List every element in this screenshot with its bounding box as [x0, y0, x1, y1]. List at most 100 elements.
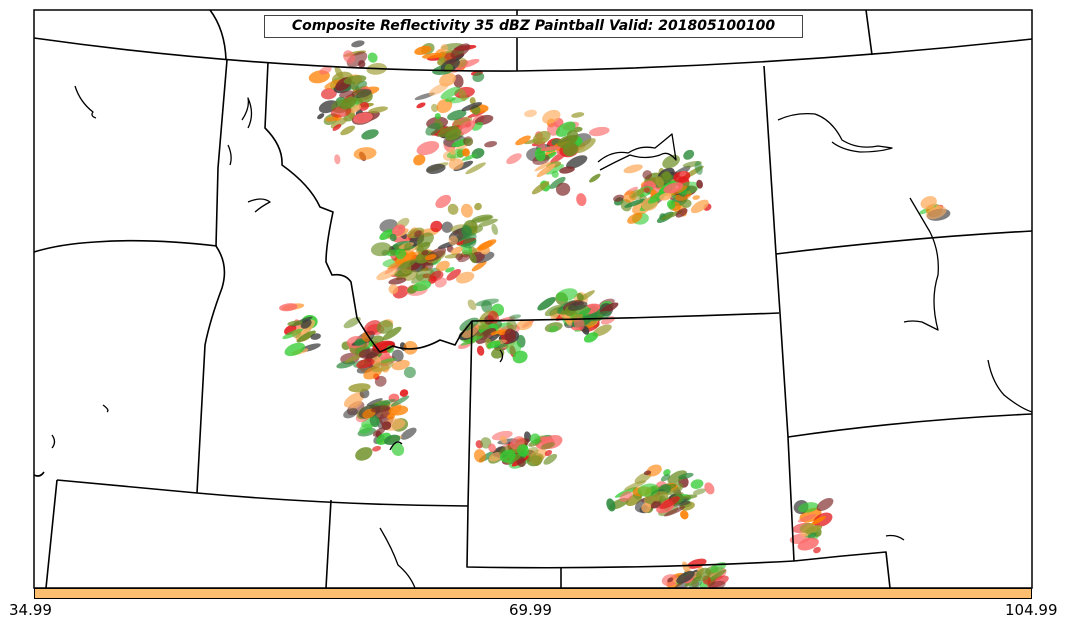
storm-cell — [447, 203, 459, 215]
storm-cell — [690, 199, 709, 214]
colorbar — [34, 588, 1032, 599]
wa-or-border — [33, 239, 218, 253]
wy-id-border — [467, 320, 473, 507]
storm-cell — [462, 148, 470, 157]
storm-cell — [630, 188, 646, 199]
rivers-and-lakes — [51, 85, 1033, 589]
storm-cell — [545, 164, 564, 175]
storm-cell — [524, 109, 537, 118]
storm-cell — [576, 292, 584, 301]
storm-cell — [334, 154, 341, 165]
storm-cell — [506, 153, 522, 165]
storm-cell — [471, 261, 487, 272]
storm-cell — [348, 383, 371, 393]
storm-cell — [284, 342, 306, 357]
storm-cell — [431, 103, 439, 113]
storm-cell — [355, 447, 373, 461]
storm-cell — [475, 298, 499, 307]
storm-cell — [643, 187, 651, 193]
storm-cell — [662, 171, 671, 181]
storm-cell — [434, 113, 441, 120]
storm-cell — [459, 116, 473, 126]
storm-cell — [392, 224, 406, 237]
storm-cell — [441, 221, 453, 233]
storm-cell — [368, 106, 388, 114]
storm-cell — [542, 109, 561, 124]
columbia-river — [74, 85, 97, 119]
bc-ab-border — [209, 9, 227, 61]
storm-cell — [353, 147, 377, 160]
storm-cell — [467, 299, 477, 311]
yellowstone-lake — [389, 441, 403, 451]
storm-cell — [689, 579, 702, 590]
storm-cell — [457, 254, 471, 263]
storm-cell — [660, 474, 671, 482]
storm-cell — [663, 469, 671, 476]
map-background — [34, 10, 1032, 588]
storm-cell — [506, 341, 522, 355]
storm-cell — [403, 340, 418, 355]
storm-cell — [458, 88, 467, 101]
storm-cell — [484, 141, 498, 148]
storm-cell — [382, 326, 402, 341]
storm-cell — [641, 502, 652, 513]
storm-cell — [683, 149, 695, 160]
storm-cell — [529, 433, 541, 445]
id-west-border — [196, 59, 228, 494]
sk-mb-border — [865, 9, 873, 56]
storm-cell — [387, 260, 407, 270]
storm-cell — [381, 421, 392, 430]
storm-cell — [449, 147, 456, 155]
storm-cell — [499, 449, 516, 463]
storm-cell — [425, 254, 437, 261]
storm-cell — [491, 430, 513, 441]
storm-cell — [694, 161, 703, 175]
storm-cell — [690, 479, 704, 489]
storm-cell — [667, 577, 674, 583]
storm-cell — [623, 190, 636, 203]
storm-cell — [474, 202, 482, 211]
storm-cell — [437, 125, 459, 137]
storm-cell — [376, 268, 398, 281]
storm-cell — [465, 162, 486, 175]
storm-cell — [472, 72, 485, 83]
sd-ne-border — [787, 413, 1033, 438]
storm-cell — [367, 52, 378, 63]
storm-cell — [287, 320, 303, 327]
storm-cell — [549, 176, 566, 189]
storm-cell — [637, 483, 659, 497]
storm-cell — [551, 170, 559, 178]
storm-cell — [363, 320, 382, 336]
storm-cell — [374, 399, 396, 407]
storm-cell — [559, 166, 575, 174]
storm-cell — [469, 97, 476, 105]
missouri-river-sd — [903, 197, 939, 331]
storm-cell — [675, 208, 688, 218]
storm-cell — [391, 442, 405, 457]
storm-cell — [799, 522, 815, 533]
storm-cell — [417, 241, 431, 252]
storm-cell — [695, 567, 712, 582]
storm-cell — [816, 497, 834, 512]
storm-layer — [279, 40, 951, 592]
storm-cell — [434, 277, 447, 288]
storm-cell — [920, 196, 937, 210]
storm-cell — [589, 173, 601, 183]
storm-cell — [659, 496, 680, 509]
storm-cell — [435, 194, 452, 209]
storm-cell — [659, 192, 672, 201]
bear-lake — [499, 349, 504, 363]
storm-cell — [296, 330, 316, 343]
storm-cell — [404, 242, 412, 251]
storm-cell — [379, 229, 394, 241]
storm-cell — [370, 242, 392, 257]
storm-cell — [388, 284, 399, 295]
storm-cell — [678, 472, 694, 480]
storm-cell — [351, 40, 365, 48]
storm-cell — [343, 408, 358, 419]
storm-cell — [681, 199, 692, 208]
storm-cell — [447, 109, 467, 121]
storm-cell — [397, 259, 417, 270]
storm-cell — [461, 224, 473, 238]
